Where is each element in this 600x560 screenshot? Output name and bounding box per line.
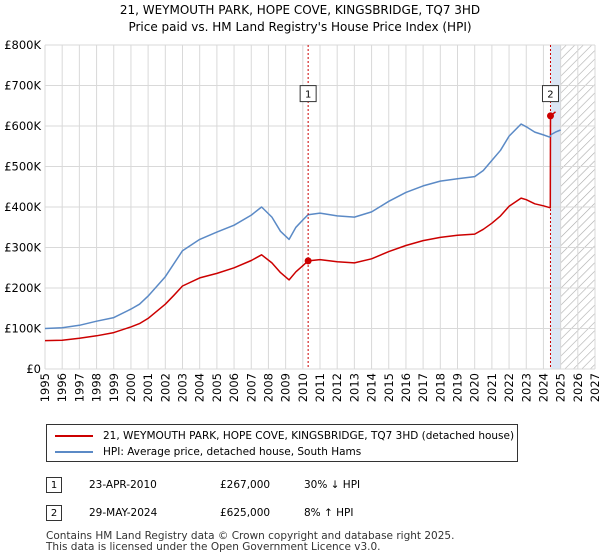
- sale-point: [304, 257, 312, 265]
- sale-marker-box: [299, 85, 317, 103]
- x-tick-label: 2018: [433, 373, 447, 402]
- y-tick-label: £400K: [4, 200, 41, 214]
- x-tick-label: 2012: [330, 373, 344, 402]
- legend-property-label: 21, WEYMOUTH PARK, HOPE COVE, KINGSBRIDG…: [103, 430, 515, 442]
- sale-point: [546, 112, 554, 120]
- footer-line-1: Contains HM Land Registry data © Crown c…: [46, 530, 455, 542]
- sale-price: £267,000: [220, 479, 271, 491]
- y-tick-label: £700K: [4, 79, 41, 93]
- x-tick-label: 2016: [399, 373, 413, 402]
- x-tick-label: 1997: [72, 373, 86, 402]
- x-tick-label: 2024: [536, 373, 550, 402]
- x-tick-label: 2023: [519, 373, 533, 402]
- x-tick-label: 1996: [55, 373, 69, 402]
- y-tick-label: £100K: [4, 322, 41, 336]
- x-tick-label: 2021: [485, 373, 499, 402]
- y-axis: £0 £100K £200K £300K £400K £500K £600K £700K £80…: [4, 38, 41, 376]
- legend-item-hpi: HPI: Average price, detached house, Sout…: [55, 444, 361, 460]
- x-tick-label: 2001: [141, 373, 155, 402]
- x-tick-label: 2004: [193, 373, 207, 402]
- x-tick-label: 2008: [261, 373, 275, 402]
- chart-title: 21, WEYMOUTH PARK, HOPE COVE, KINGSBRIDG…: [120, 3, 480, 17]
- y-tick-label: £600K: [4, 119, 41, 133]
- y-tick-label: £800K: [4, 38, 41, 52]
- x-tick-label: 2017: [416, 373, 430, 402]
- footer: Contains HM Land Registry data © Crown c…: [46, 531, 454, 553]
- sale-marker-box: [541, 85, 559, 103]
- x-tick-label: 2010: [296, 373, 310, 402]
- x-axis: 1995 1996 1997 1998 1999 2000 2001 2002 2003 2004…: [38, 373, 600, 402]
- footer-line-2: This data is licensed under the Open Gov…: [46, 541, 381, 553]
- x-tick-label: 1998: [90, 373, 104, 402]
- sale-number-badge: 2: [46, 505, 62, 521]
- x-tick-label: 2025: [554, 373, 568, 402]
- x-tick-label: 2005: [210, 373, 224, 402]
- sale-marker-label: 2: [547, 90, 553, 101]
- grid: [44, 44, 596, 370]
- x-tick-label: 2020: [468, 373, 482, 402]
- x-tick-label: 2027: [588, 373, 600, 402]
- x-tick-label: 2011: [313, 373, 327, 402]
- x-tick-label: 2013: [347, 373, 361, 402]
- x-tick-label: 2009: [279, 373, 293, 402]
- sale-hpi-diff: 30% ↓ HPI: [304, 479, 361, 491]
- y-tick-label: £500K: [4, 160, 41, 174]
- legend: 21, WEYMOUTH PARK, HOPE COVE, KINGSBRIDG…: [46, 424, 518, 462]
- x-tick-label: 2006: [227, 373, 241, 402]
- x-tick-label: 2002: [158, 373, 172, 402]
- sale-marker-label: 1: [305, 90, 311, 101]
- sale-date: 23-APR-2010: [89, 479, 157, 491]
- sale-row: 2 29-MAY-2024 £625,000 8% ↑ HPI: [46, 503, 353, 523]
- legend-item-property: 21, WEYMOUTH PARK, HOPE COVE, KINGSBRIDG…: [55, 428, 514, 444]
- sale-date: 29-MAY-2024: [89, 507, 158, 519]
- x-tick-label: 2014: [365, 373, 379, 402]
- sale-row: 1 23-APR-2010 £267,000 30% ↓ HPI: [46, 475, 360, 495]
- x-tick-label: 2022: [502, 373, 516, 402]
- x-tick-label: 1999: [107, 373, 121, 402]
- legend-hpi-label: HPI: Average price, detached house, Sout…: [103, 446, 362, 458]
- y-tick-label: £200K: [4, 281, 41, 295]
- y-tick-label: £0: [26, 362, 41, 376]
- sale-hpi-diff: 8% ↑ HPI: [304, 507, 354, 519]
- sale-number-badge: 1: [46, 477, 62, 493]
- x-tick-label: 2019: [451, 373, 465, 402]
- hpi-line: [44, 123, 561, 330]
- y-tick-label: £300K: [4, 241, 41, 255]
- x-tick-label: 2007: [244, 373, 258, 402]
- property-line-swatch: [55, 435, 93, 437]
- x-tick-label: 2000: [124, 373, 138, 402]
- price-chart: 21, WEYMOUTH PARK, HOPE COVE, KINGSBRIDG…: [4, 3, 600, 402]
- sale-price: £625,000: [220, 507, 271, 519]
- chart-subtitle: Price paid vs. HM Land Registry's House …: [128, 20, 471, 34]
- x-tick-label: 2026: [571, 373, 585, 402]
- x-tick-label: 2003: [176, 373, 190, 402]
- x-tick-label: 1995: [38, 373, 52, 402]
- x-tick-label: 2015: [382, 373, 396, 402]
- hpi-line-swatch: [55, 451, 93, 453]
